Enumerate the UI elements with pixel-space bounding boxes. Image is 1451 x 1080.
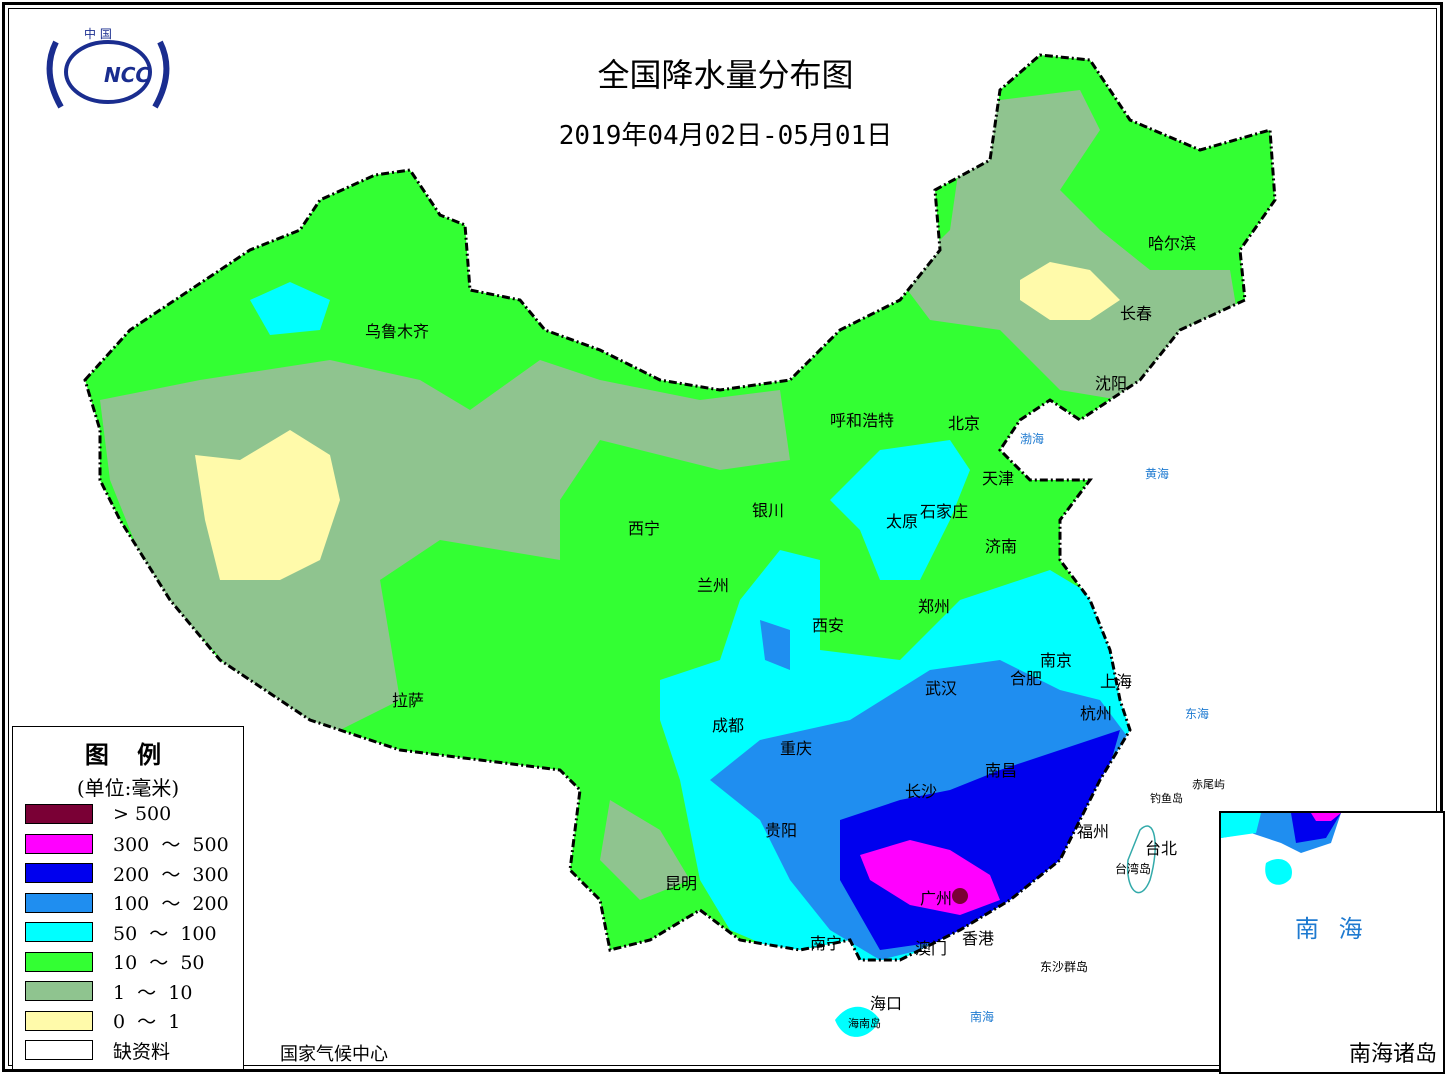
city-label: 杭州 (1080, 704, 1113, 723)
legend-swatch (25, 804, 93, 824)
inset-map (1221, 813, 1341, 885)
city-label: 长沙 (905, 782, 938, 801)
sea-label-huanghai: 黄海 (1145, 467, 1170, 481)
legend-item: 1 ～ 10 (25, 980, 193, 1004)
city-label: 哈尔滨 (1148, 234, 1197, 253)
region-0-1-tibet (195, 430, 340, 580)
city-label: 合肥 (1010, 669, 1043, 688)
legend-swatch (25, 922, 93, 942)
taiwan-outline (1126, 825, 1156, 894)
legend-label: 200 ～ 300 (113, 863, 229, 886)
city-label: 香港 (962, 929, 995, 948)
legend-label: 50 ～ 100 (113, 922, 217, 945)
legend-swatch (25, 833, 93, 854)
hainan-island (835, 1006, 880, 1037)
legend-label: 0 ～ 1 (113, 1011, 181, 1033)
legend-label: 缺资料 (113, 1040, 171, 1063)
city-label: 长春 (1120, 304, 1153, 323)
city-label: 南京 (1040, 651, 1073, 670)
legend-item: 300 ～ 500 (25, 833, 229, 856)
city-label: 兰州 (697, 576, 730, 595)
legend-item: 缺资料 (25, 1039, 171, 1063)
city-label: 武汉 (925, 679, 958, 698)
legend-label: 10 ～ 50 (113, 952, 205, 974)
region-50-100-north (830, 440, 970, 580)
legend-swatch (25, 981, 93, 1001)
city-label: 澳门 (915, 939, 948, 958)
sea-label-bohai: 渤海 (1020, 432, 1045, 446)
city-label: 郑州 (918, 597, 951, 616)
city-label: 台北 (1145, 839, 1178, 858)
legend-swatch (25, 892, 93, 913)
city-label: 济南 (985, 537, 1018, 556)
city-label: 南宁 (810, 934, 843, 953)
place-taiwan-island: 台湾岛 (1115, 862, 1152, 876)
region-1-10-northeast (900, 90, 1240, 400)
region-50-100-xinjiang (250, 282, 330, 335)
inset-title: 南海诸岛 (1348, 1042, 1437, 1067)
legend-swatch (25, 863, 93, 883)
region-1-10-yunnan (600, 800, 690, 900)
city-label: 拉萨 (392, 691, 425, 710)
region-100-200-shaanxi (760, 620, 790, 670)
place-dongsha: 东沙群岛 (1040, 960, 1089, 974)
inset-sea-label: 南 海 (1295, 915, 1369, 943)
legend-label: 100 ～ 200 (113, 893, 229, 915)
city-label: 海口 (870, 994, 903, 1013)
sea-label-nanhai: 南海 (970, 1010, 995, 1024)
inner-frame (8, 8, 1437, 1066)
city-label: 上海 (1100, 672, 1133, 691)
svg-text:NCC: NCC (104, 63, 150, 87)
legend-swatch (25, 951, 93, 972)
organization-label: 国家气候中心 (280, 1044, 388, 1065)
ncc-logo: 中 国 NCC (46, 26, 170, 109)
city-label: 重庆 (780, 739, 813, 758)
legend-unit: (单位:毫米) (76, 776, 180, 800)
legend-label: > 500 (113, 803, 172, 825)
legend-item: 200 ～ 300 (25, 862, 229, 886)
legend-swatch (25, 1040, 93, 1060)
legend-item: 10 ～ 50 (25, 951, 205, 974)
south-china-sea-inset: 南 海 南海诸岛 (1219, 811, 1445, 1074)
city-label: 太原 (886, 512, 919, 531)
place-diaoyu: 钓鱼岛 (1150, 792, 1183, 805)
region-over-500 (952, 888, 968, 904)
legend-label: 300 ～ 500 (113, 834, 229, 856)
city-label: 石家庄 (920, 502, 969, 521)
city-label: 昆明 (665, 874, 698, 893)
region-0-1-northeast (1020, 262, 1120, 320)
svg-text:中 国: 中 国 (84, 26, 112, 41)
place-chiwei: 赤尾屿 (1192, 778, 1225, 791)
place-hainan-island: 海南岛 (848, 1017, 881, 1030)
legend-item: 50 ～ 100 (25, 921, 217, 945)
city-label: 天津 (982, 469, 1015, 488)
legend-item: > 500 (25, 803, 171, 825)
city-label: 广州 (920, 889, 953, 908)
legend: 图 例 (单位:毫米) > 500 300 ～ 500 200 ～ 300 100 ～… (12, 726, 244, 1070)
legend-item: 100 ～ 200 (25, 892, 229, 915)
city-label: 乌鲁木齐 (365, 322, 430, 341)
city-label: 银川 (752, 501, 785, 520)
city-label: 呼和浩特 (830, 411, 895, 430)
legend-label: 1 ～ 10 (113, 981, 193, 1004)
city-label: 福州 (1077, 822, 1110, 841)
city-label: 北京 (948, 414, 981, 433)
city-label: 成都 (712, 716, 745, 735)
city-label: 贵阳 (765, 821, 798, 840)
city-label: 西宁 (628, 519, 661, 538)
city-label: 西安 (812, 616, 845, 635)
legend-swatch (25, 1010, 93, 1031)
city-label: 沈阳 (1095, 374, 1128, 393)
sea-label-donghai: 东海 (1185, 707, 1210, 721)
map-title: 全国降水量分布图 (597, 56, 854, 94)
city-label: 南昌 (985, 761, 1018, 780)
legend-item: 0 ～ 1 (25, 1010, 181, 1033)
legend-title: 图 例 (84, 741, 172, 769)
map-date-range: 2019年04月02日-05月01日 (558, 121, 893, 151)
